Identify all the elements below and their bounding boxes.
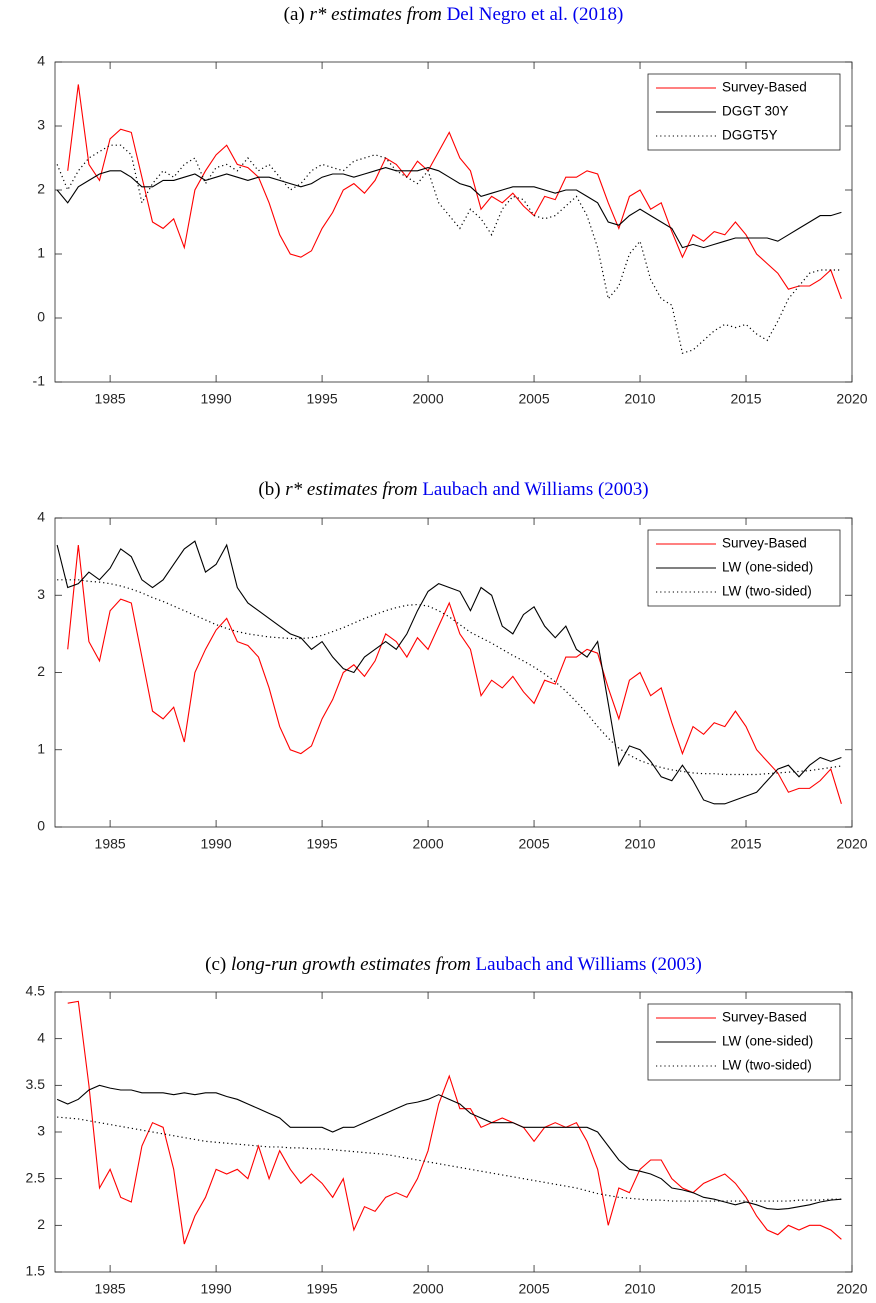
title-label: (b)	[258, 479, 280, 500]
x-tick-label: 2000	[412, 836, 443, 852]
title-label: (c)	[205, 954, 226, 975]
panel-title: (c) long-run growth estimates from Lauba…	[205, 954, 702, 975]
x-tick-label: 1985	[95, 1281, 126, 1297]
series-line	[56, 1084, 842, 1211]
y-tick-label: 2.5	[26, 1169, 46, 1185]
title-subject: r* estimates from	[285, 479, 417, 500]
y-tick-label: 4	[37, 53, 45, 69]
y-tick-label: 0	[37, 818, 45, 834]
series-line	[56, 167, 842, 249]
y-tick-label: 3	[37, 586, 45, 602]
x-tick-label: 1995	[307, 391, 338, 407]
x-tick-label: 1985	[95, 391, 126, 407]
y-tick-label: 4	[37, 1029, 45, 1045]
title-year: (2018)	[573, 4, 624, 25]
y-tick-label: 1	[37, 740, 45, 756]
x-tick-label: 2015	[730, 836, 761, 852]
legend-label: Survey-Based	[722, 80, 807, 95]
panel-title: (a) r* estimates from Del Negro et al. (…	[284, 4, 624, 25]
legend-label: LW (two-sided)	[722, 1058, 812, 1073]
panel: (b) r* estimates from Laubach and Willia…	[37, 479, 868, 851]
series-line	[56, 144, 842, 354]
x-tick-label: 2020	[836, 391, 867, 407]
x-tick-label: 2020	[836, 1281, 867, 1297]
x-tick-label: 1990	[201, 1281, 232, 1297]
legend-label: Survey-Based	[722, 1010, 807, 1025]
x-tick-label: 2020	[836, 836, 867, 852]
title-label: (a)	[284, 4, 305, 25]
x-tick-label: 2000	[412, 1281, 443, 1297]
x-tick-label: 1985	[95, 836, 126, 852]
x-tick-label: 2005	[518, 1281, 549, 1297]
title-subject: r* estimates from	[310, 4, 442, 25]
y-tick-label: 2	[37, 663, 45, 679]
x-tick-label: 1995	[307, 836, 338, 852]
panel: (a) r* estimates from Del Negro et al. (…	[33, 4, 868, 406]
plot-frame	[54, 61, 853, 383]
x-tick-label: 2000	[412, 391, 443, 407]
x-tick-label: 2010	[624, 391, 655, 407]
legend-label: LW (two-sided)	[722, 584, 812, 599]
title-subject: long-run growth estimates from	[231, 954, 471, 975]
panel-title: (b) r* estimates from Laubach and Willia…	[258, 479, 648, 500]
y-tick-label: 0	[37, 309, 45, 325]
title-year: (2003)	[598, 479, 649, 500]
legend: Survey-Based DGGT 30Y DGGT5Y	[647, 73, 841, 151]
x-tick-label: 2015	[730, 1281, 761, 1297]
x-tick-label: 1990	[201, 391, 232, 407]
series-line	[67, 544, 842, 804]
series-line	[57, 579, 842, 776]
x-tick-label: 2015	[730, 391, 761, 407]
y-tick-label: 3	[37, 1123, 45, 1139]
y-tick-label: -1	[33, 373, 46, 389]
series-line	[67, 84, 842, 299]
x-tick-label: 2010	[624, 836, 655, 852]
y-tick-label: 2	[37, 1216, 45, 1232]
panel: (c) long-run growth estimates from Lauba…	[26, 954, 868, 1296]
y-tick-label: 1	[37, 245, 45, 261]
legend-label: DGGT5Y	[722, 128, 778, 143]
title-year: (2003)	[651, 954, 702, 975]
x-tick-label: 2010	[624, 1281, 655, 1297]
legend-label: Survey-Based	[722, 536, 807, 551]
series-line	[56, 540, 842, 805]
legend-label: DGGT 30Y	[722, 104, 789, 119]
y-tick-label: 4.5	[26, 983, 46, 999]
title-citation: Del Negro et al.	[447, 4, 568, 25]
legend: Survey-Based LW (one-sided) LW (two-sided)	[647, 529, 841, 607]
x-tick-label: 1995	[307, 1281, 338, 1297]
y-tick-label: 3	[37, 117, 45, 133]
y-tick-label: 3.5	[26, 1076, 46, 1092]
x-tick-label: 2005	[518, 391, 549, 407]
title-citation: Laubach and Williams	[476, 954, 647, 975]
y-tick-label: 1.5	[26, 1263, 46, 1279]
series-line	[57, 1116, 842, 1202]
title-citation: Laubach and Williams	[422, 479, 593, 500]
series-line	[67, 1000, 842, 1245]
y-tick-label: 2	[37, 181, 45, 197]
legend-label: LW (one-sided)	[722, 1034, 813, 1049]
legend: Survey-Based LW (one-sided) LW (two-sided)	[647, 1003, 841, 1081]
x-tick-label: 2005	[518, 836, 549, 852]
legend-label: LW (one-sided)	[722, 560, 813, 575]
x-tick-label: 1990	[201, 836, 232, 852]
y-tick-label: 4	[37, 509, 45, 525]
